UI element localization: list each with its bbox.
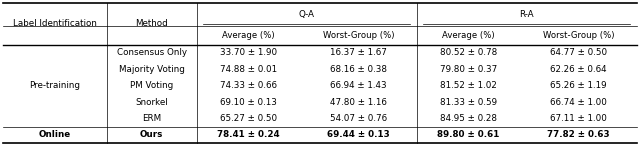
Text: 84.95 ± 0.28: 84.95 ± 0.28 [440, 114, 497, 123]
Text: 81.33 ± 0.59: 81.33 ± 0.59 [440, 98, 497, 107]
Text: 69.44 ± 0.13: 69.44 ± 0.13 [327, 130, 390, 139]
Text: 89.80 ± 0.61: 89.80 ± 0.61 [437, 130, 500, 139]
Text: Label Identification: Label Identification [13, 19, 97, 28]
Text: Average (%): Average (%) [222, 31, 275, 40]
Text: Ours: Ours [140, 130, 163, 139]
Text: 16.37 ± 1.67: 16.37 ± 1.67 [330, 48, 387, 57]
Text: 69.10 ± 0.13: 69.10 ± 0.13 [220, 98, 277, 107]
Text: Method: Method [136, 19, 168, 28]
Text: 64.77 ± 0.50: 64.77 ± 0.50 [550, 48, 607, 57]
Text: 68.16 ± 0.38: 68.16 ± 0.38 [330, 65, 387, 74]
Text: 77.82 ± 0.63: 77.82 ± 0.63 [547, 130, 610, 139]
Text: 79.80 ± 0.37: 79.80 ± 0.37 [440, 65, 497, 74]
Text: 47.80 ± 1.16: 47.80 ± 1.16 [330, 98, 387, 107]
Text: 65.26 ± 1.19: 65.26 ± 1.19 [550, 81, 607, 90]
Text: Average (%): Average (%) [442, 31, 495, 40]
Text: 78.41 ± 0.24: 78.41 ± 0.24 [218, 130, 280, 139]
Text: 80.52 ± 0.78: 80.52 ± 0.78 [440, 48, 497, 57]
Text: PM Voting: PM Voting [130, 81, 173, 90]
Text: 67.11 ± 1.00: 67.11 ± 1.00 [550, 114, 607, 123]
Text: Snorkel: Snorkel [136, 98, 168, 107]
Text: Majority Voting: Majority Voting [119, 65, 185, 74]
Text: Consensus Only: Consensus Only [116, 48, 187, 57]
Text: Worst-Group (%): Worst-Group (%) [323, 31, 394, 40]
Text: 66.74 ± 1.00: 66.74 ± 1.00 [550, 98, 607, 107]
Text: 66.94 ± 1.43: 66.94 ± 1.43 [330, 81, 387, 90]
Text: 62.26 ± 0.64: 62.26 ± 0.64 [550, 65, 607, 74]
Text: Worst-Group (%): Worst-Group (%) [543, 31, 614, 40]
Text: Pre-training: Pre-training [29, 81, 81, 90]
Text: R-A: R-A [520, 10, 534, 19]
Text: ERM: ERM [142, 114, 161, 123]
Text: 33.70 ± 1.90: 33.70 ± 1.90 [220, 48, 277, 57]
Text: 74.33 ± 0.66: 74.33 ± 0.66 [220, 81, 277, 90]
Text: Q-A: Q-A [299, 10, 315, 19]
Text: Online: Online [39, 130, 71, 139]
Text: 65.27 ± 0.50: 65.27 ± 0.50 [220, 114, 277, 123]
Text: 54.07 ± 0.76: 54.07 ± 0.76 [330, 114, 387, 123]
Text: 74.88 ± 0.01: 74.88 ± 0.01 [220, 65, 277, 74]
Text: 81.52 ± 1.02: 81.52 ± 1.02 [440, 81, 497, 90]
